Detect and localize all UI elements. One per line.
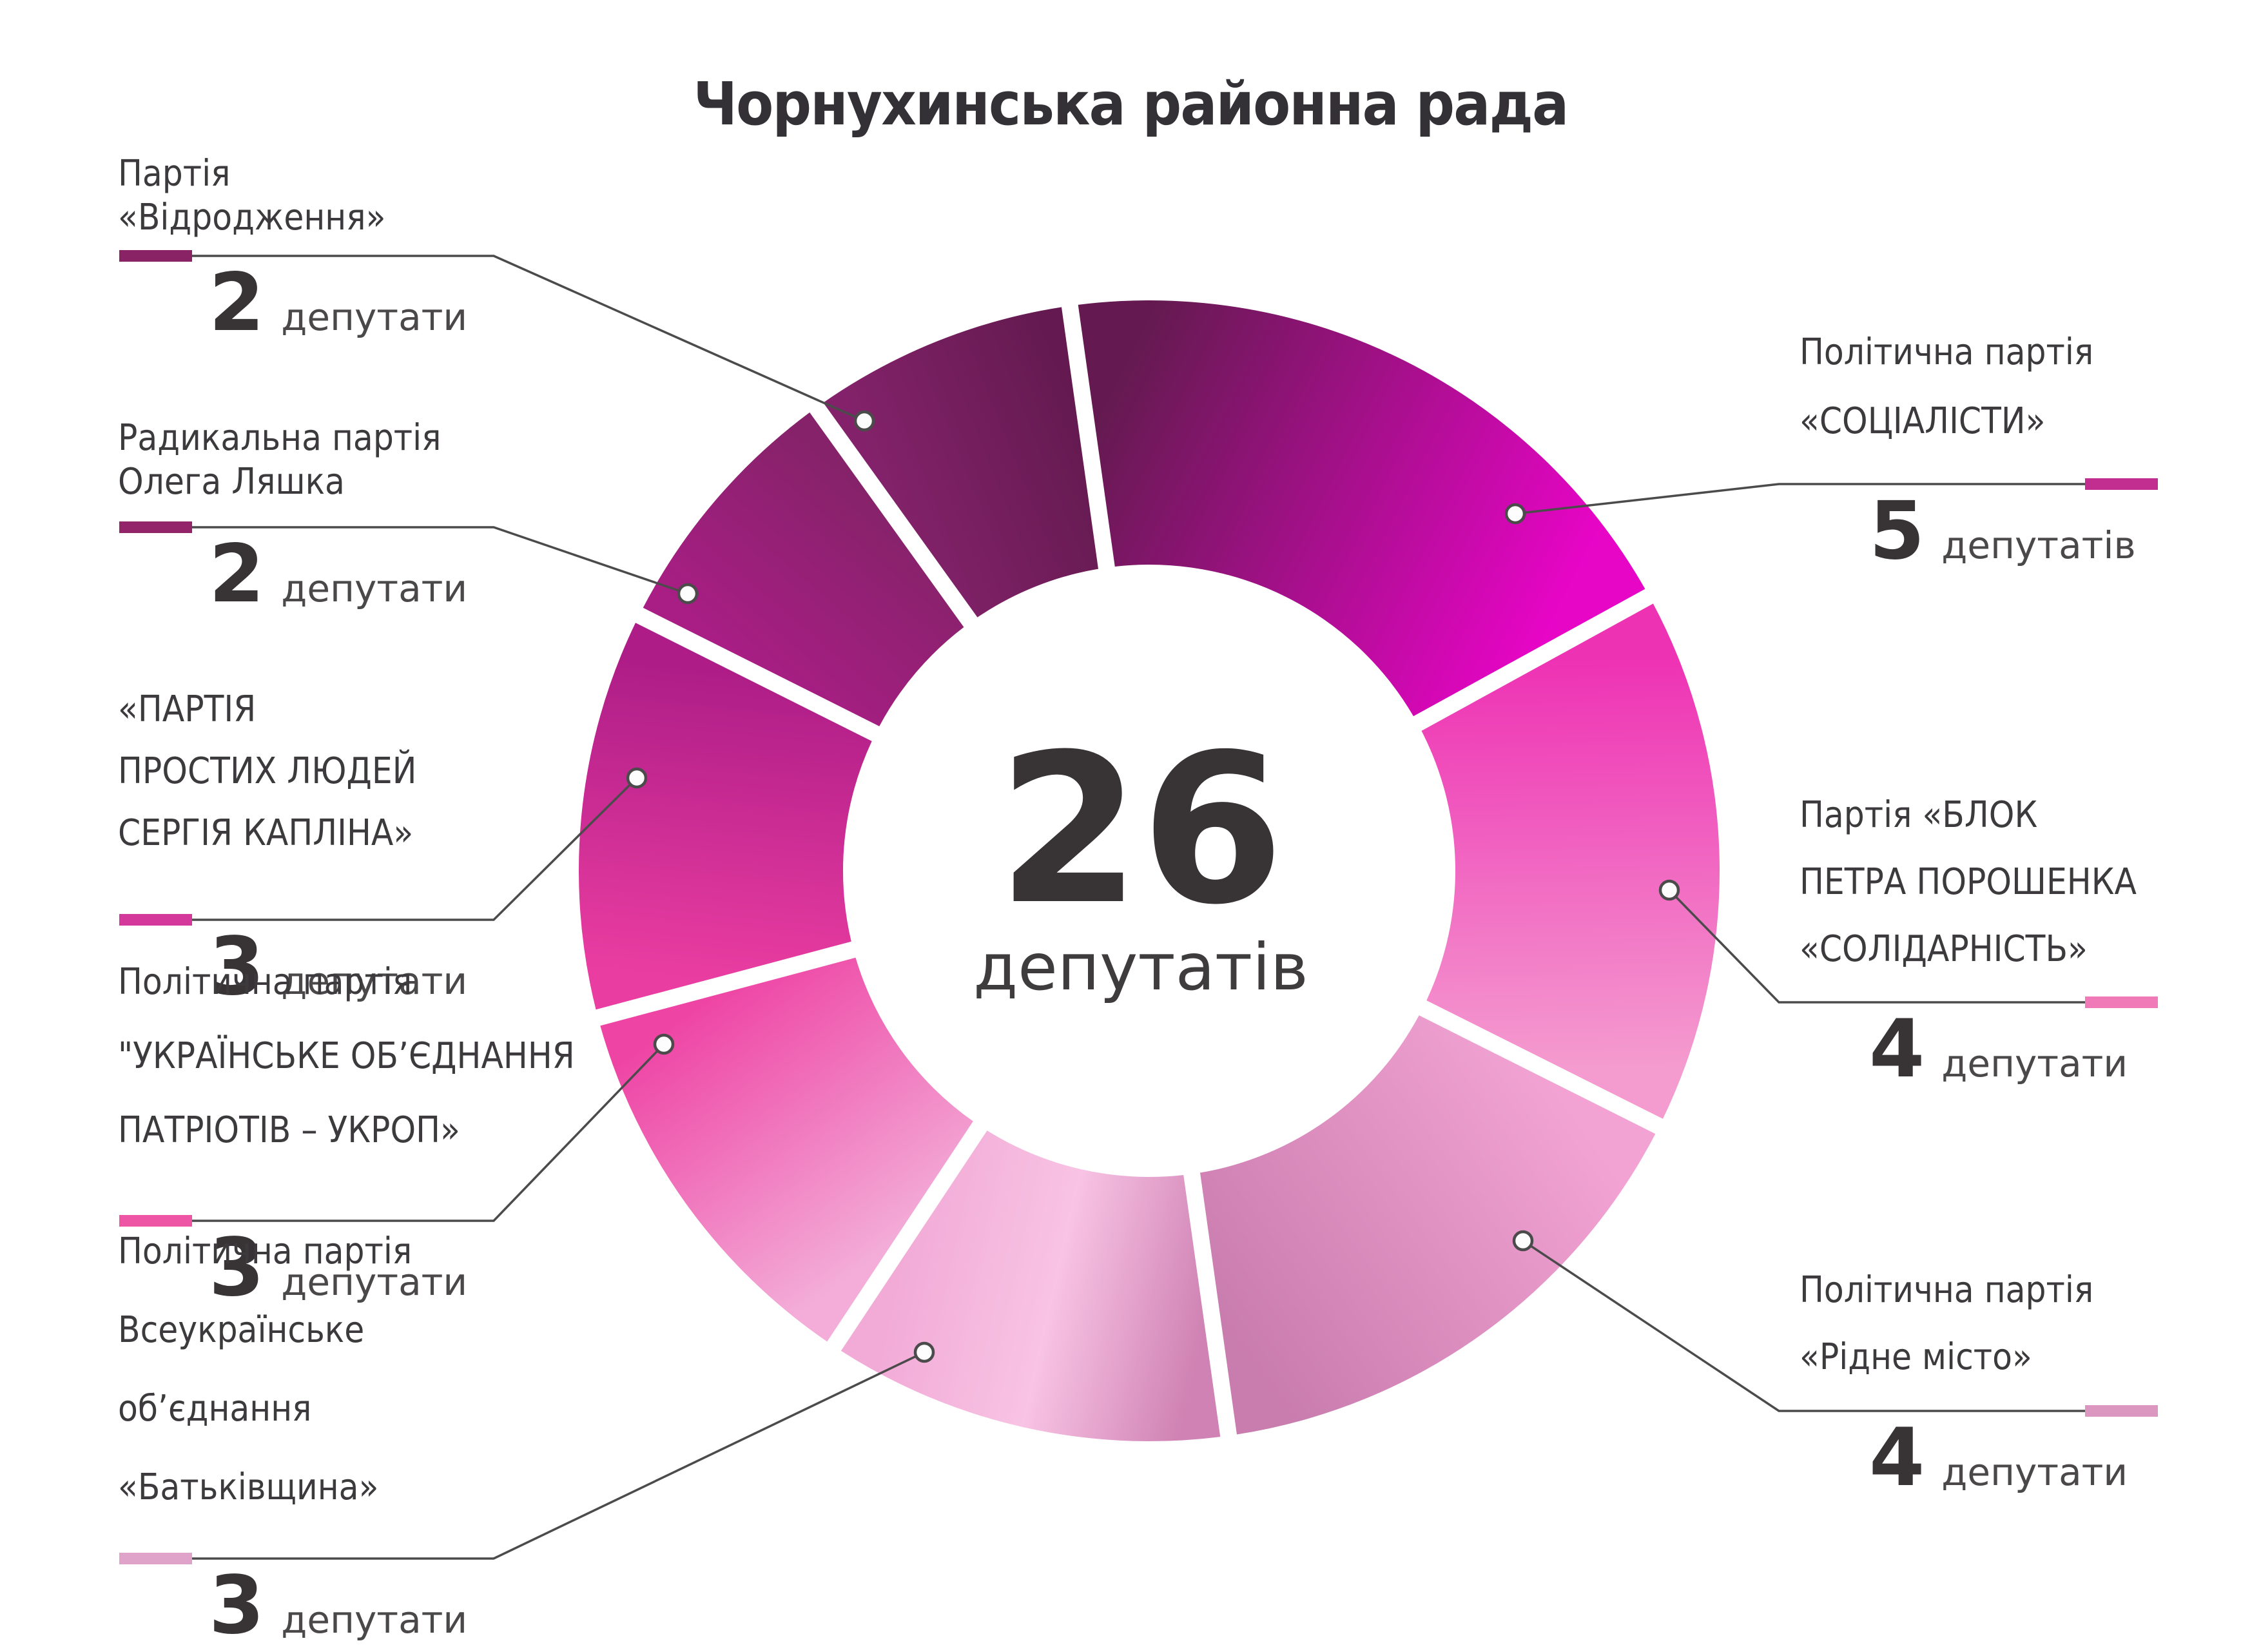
leader-line-bpp <box>1668 889 2089 1004</box>
donut-segment-8 <box>823 307 1098 617</box>
seat-count-ukrop: 3 депутати <box>209 1221 468 1314</box>
callout-vidrodzhennia: Партія «Відродження» <box>118 152 416 240</box>
callout-socialisty: Політична партія «СОЦІАЛІСТИ» <box>1800 318 2126 456</box>
party-color-swatch-bpp <box>2085 996 2158 1008</box>
segment-marker-vidrodzhennia <box>853 410 875 432</box>
page-title: Чорнухинська районна рада <box>693 70 1569 139</box>
seat-count-unit-batkivshchyna: депутати <box>281 1598 468 1642</box>
donut-segment-2 <box>1421 603 1720 1119</box>
total-deputies-value: 26 <box>997 710 1285 950</box>
party-name-socialisty: Політична партія «СОЦІАЛІСТИ» <box>1800 331 2094 442</box>
callout-batkivshchyna: Політична партія Всеукраїнське об’єднання «… <box>118 1212 445 1527</box>
seat-count-value-ridne-misto: 4 <box>1869 1412 1925 1504</box>
seat-count-unit-ridne-misto: депутати <box>1941 1450 2128 1494</box>
leader-line-vidrodzhennia <box>188 255 865 422</box>
seat-count-value-kaplina: 3 <box>209 920 265 1013</box>
seat-count-value-vidrodzhennia: 2 <box>209 257 265 349</box>
leader-line-liashko <box>188 526 688 595</box>
party-name-ridne-misto: Політична партія «Рідне місто» <box>1800 1269 2094 1378</box>
donut-chart <box>119 250 2158 1564</box>
party-color-swatch-ukrop <box>119 1215 192 1227</box>
seat-count-kaplina: 3 депутати <box>209 920 468 1013</box>
segment-marker-ridne-misto <box>1512 1230 1534 1252</box>
leader-line-kaplina <box>188 777 638 921</box>
party-color-swatch-socialisty <box>2085 478 2158 490</box>
leader-line-ukrop <box>188 1043 665 1222</box>
party-name-bpp: Партія «БЛОК ПЕТРА ПОРОШЕНКА «СОЛІДАРНІСТЬ… <box>1800 794 2137 970</box>
seat-count-ridne-misto: 4 депутати <box>1869 1412 2128 1504</box>
callout-kaplina: «ПАРТІЯ ПРОСТИХ ЛЮДЕЙ СЕРГІЯ КАПЛІНА» <box>118 679 450 864</box>
party-name-batkivshchyna: Політична партія Всеукраїнське об’єднання «… <box>118 1230 412 1508</box>
seat-count-unit-socialisty: депутатів <box>1941 523 2136 567</box>
seat-count-bpp: 4 депутати <box>1869 1003 2128 1096</box>
donut-center-label: 26 депутатів <box>973 710 1308 1005</box>
leader-line-ridne-misto <box>1522 1239 2089 1412</box>
seat-count-socialisty: 5 депутатів <box>1869 485 2136 578</box>
party-name-vidrodzhennia: Партія «Відродження» <box>118 153 386 238</box>
seat-count-value-liashko: 2 <box>209 528 265 621</box>
callout-liashko: Радикальна партія Олега Ляшка <box>118 416 477 504</box>
party-color-swatch-vidrodzhennia <box>119 250 192 262</box>
donut-segment-5 <box>600 957 973 1342</box>
seat-count-vidrodzhennia: 2 депутати <box>209 257 468 349</box>
party-color-swatch-liashko <box>119 521 192 533</box>
party-color-swatch-batkivshchyna <box>119 1553 192 1564</box>
seat-count-unit-kaplina: депутати <box>281 959 468 1003</box>
seat-count-unit-liashko: депутати <box>281 567 468 610</box>
seat-count-unit-ukrop: депутати <box>281 1260 468 1304</box>
donut-segment-4 <box>840 1131 1221 1442</box>
segment-marker-kaplina <box>626 767 648 789</box>
party-color-swatch-ridne-misto <box>2085 1405 2158 1417</box>
total-deputies-unit: депутатів <box>973 929 1308 1005</box>
callout-ukrop: Політична партія "УКРАЇНСЬКЕ ОБ’ЄДНАННЯ ПА… <box>118 945 626 1167</box>
seat-count-liashko: 2 депутати <box>209 528 468 621</box>
party-name-liashko: Радикальна партія Олега Ляшка <box>118 417 442 503</box>
segment-marker-liashko <box>677 583 699 605</box>
leader-line-batkivshchyna <box>188 1351 925 1560</box>
segment-marker-bpp <box>1658 879 1680 901</box>
seat-count-value-bpp: 4 <box>1869 1003 1925 1096</box>
callout-bpp: Партія «БЛОК ПЕТРА ПОРОШЕНКА «СОЛІДАРНІСТЬ… <box>1800 782 2174 983</box>
party-name-kaplina: «ПАРТІЯ ПРОСТИХ ЛЮДЕЙ СЕРГІЯ КАПЛІНА» <box>118 688 417 854</box>
seat-count-batkivshchyna: 3 депутати <box>209 1559 468 1652</box>
seat-count-unit-bpp: депутати <box>1941 1042 2128 1085</box>
party-name-ukrop: Політична партія "УКРАЇНСЬКЕ ОБ’ЄДНАННЯ ПА… <box>118 961 575 1151</box>
seat-count-value-socialisty: 5 <box>1869 485 1925 578</box>
segment-marker-ukrop <box>653 1033 675 1055</box>
seat-count-value-batkivshchyna: 3 <box>209 1559 265 1652</box>
seat-count-value-ukrop: 3 <box>209 1221 265 1314</box>
donut-segment-7 <box>643 412 964 726</box>
leader-line-socialisty <box>1515 483 2089 515</box>
segment-marker-socialisty <box>1504 503 1526 525</box>
seat-count-unit-vidrodzhennia: депутати <box>281 295 468 339</box>
callout-ridne-misto: Політична партія «Рідне місто» <box>1800 1257 2126 1391</box>
segment-marker-batkivshchyna <box>913 1341 935 1363</box>
donut-segment-3 <box>1200 1015 1656 1435</box>
donut-segment-6 <box>578 623 872 1010</box>
donut-segment-1 <box>1078 300 1645 717</box>
party-color-swatch-kaplina <box>119 914 192 926</box>
